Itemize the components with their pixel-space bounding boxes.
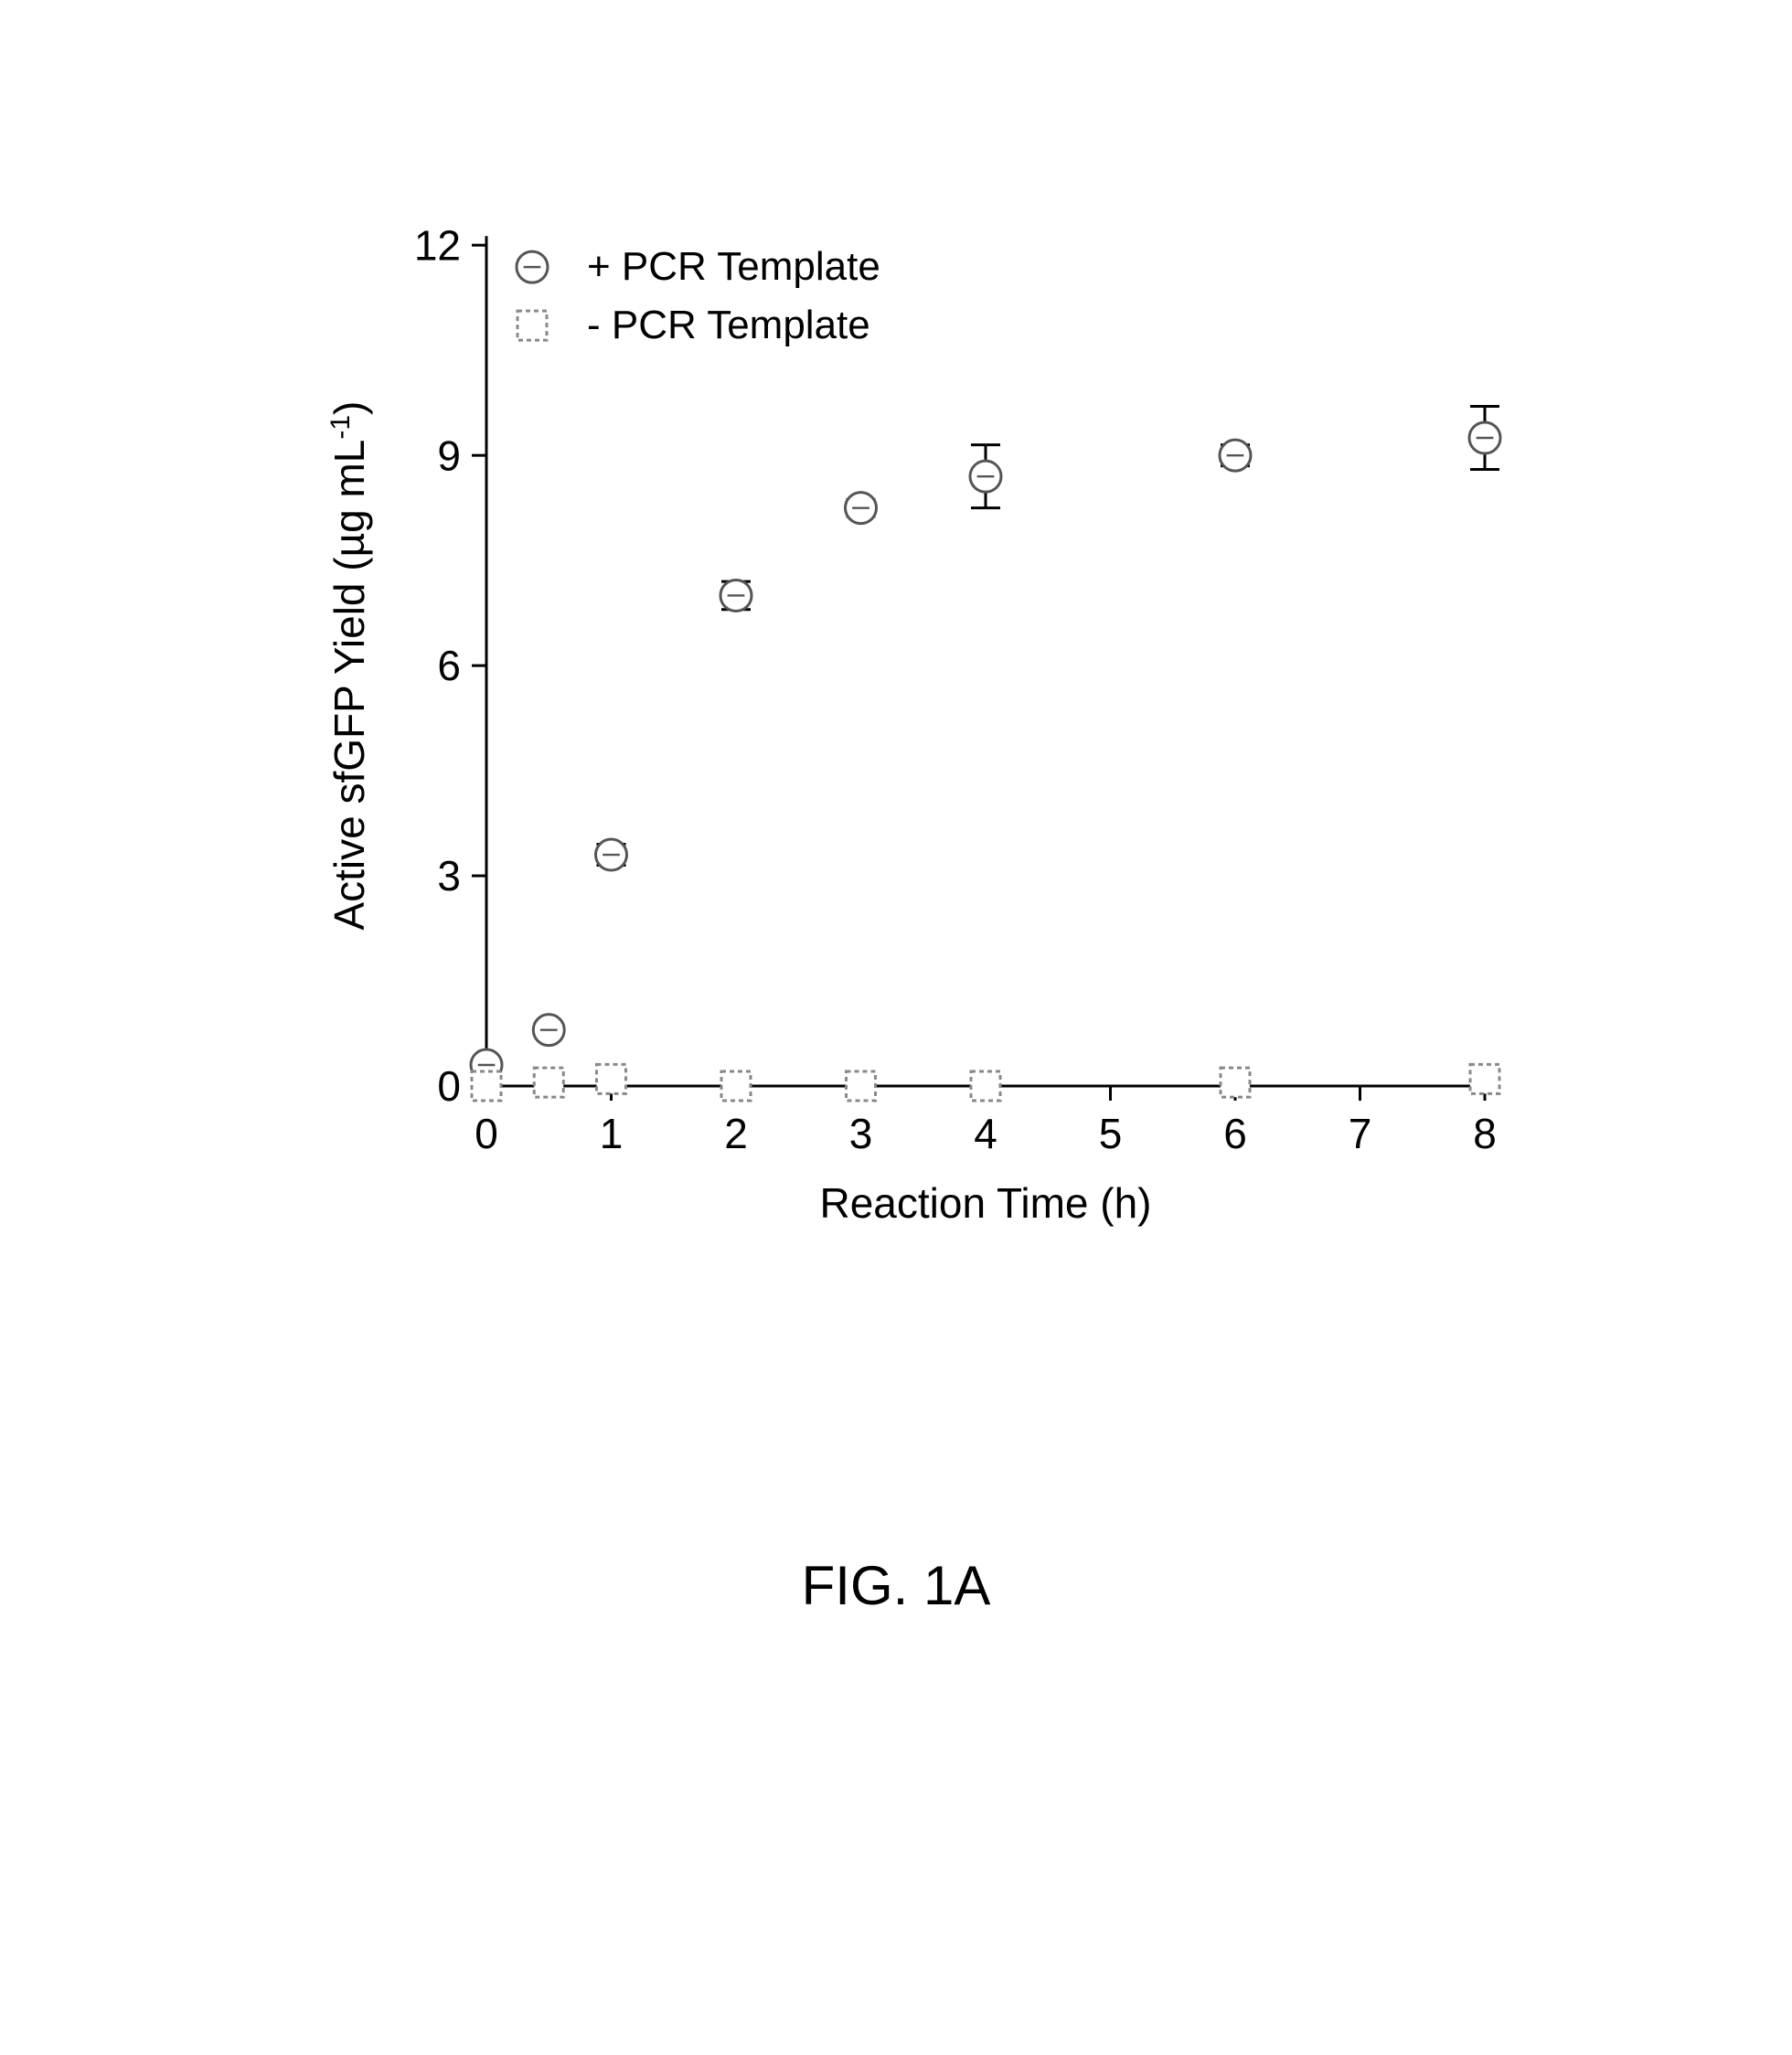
svg-text:3: 3 — [849, 1110, 873, 1157]
svg-text:0: 0 — [475, 1110, 498, 1157]
svg-text:12: 12 — [414, 221, 461, 269]
svg-text:4: 4 — [974, 1110, 997, 1157]
svg-text:3: 3 — [437, 852, 461, 900]
figure-caption-text: FIG. 1A — [802, 1555, 991, 1616]
svg-text:9: 9 — [437, 431, 461, 479]
svg-text:1: 1 — [600, 1110, 624, 1157]
svg-text:6: 6 — [437, 642, 461, 689]
page-root: { "caption": { "text": "FIG. 1A", "fonts… — [0, 0, 1792, 2055]
svg-text:2: 2 — [724, 1110, 748, 1157]
svg-text:Reaction Time (h): Reaction Time (h) — [819, 1179, 1151, 1227]
svg-text:- PCR Template: - PCR Template — [587, 303, 870, 347]
svg-text:6: 6 — [1223, 1110, 1247, 1157]
svg-text:Active sfGFP Yield (µg mL-1): Active sfGFP Yield (µg mL-1) — [325, 401, 374, 931]
svg-text:5: 5 — [1099, 1110, 1123, 1157]
svg-text:+ PCR Template: + PCR Template — [587, 244, 880, 289]
scatter-chart: 012345678036912Reaction Time (h)Active s… — [256, 165, 1536, 1316]
svg-text:0: 0 — [437, 1062, 461, 1110]
figure-caption: FIG. 1A — [0, 1554, 1792, 1617]
svg-text:7: 7 — [1349, 1110, 1372, 1157]
svg-text:8: 8 — [1473, 1110, 1497, 1157]
